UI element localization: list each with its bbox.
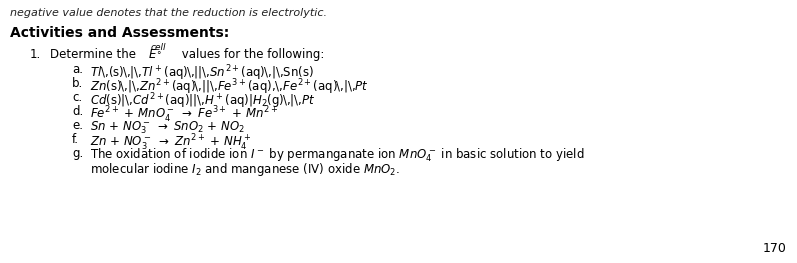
Text: f.: f. xyxy=(72,133,79,146)
Text: a.: a. xyxy=(72,63,83,76)
Text: d.: d. xyxy=(72,105,83,118)
Text: molecular iodine $I_2$ and manganese (IV) oxide $MnO_2$.: molecular iodine $I_2$ and manganese (IV… xyxy=(90,161,400,178)
Text: negative value denotes that the reduction is electrolytic.: negative value denotes that the reductio… xyxy=(10,8,327,18)
Text: 1.: 1. xyxy=(30,48,41,61)
Text: $Tl$\,(s)\,|\,$Tl^+$(aq)\,||\,$Sn^{2+}$(aq)\,|\,Sn(s): $Tl$\,(s)\,|\,$Tl^+$(aq)\,||\,$Sn^{2+}$(… xyxy=(90,63,314,83)
Text: values for the following:: values for the following: xyxy=(178,48,324,61)
Text: $Zn$ + $NO_3^-$ $\rightarrow$ $Zn^{2+}$ + $NH_4^+$: $Zn$ + $NO_3^-$ $\rightarrow$ $Zn^{2+}$ … xyxy=(90,133,251,153)
Text: $E$: $E$ xyxy=(148,48,157,61)
Text: 170: 170 xyxy=(763,242,787,255)
Text: g.: g. xyxy=(72,147,83,160)
Text: b.: b. xyxy=(72,77,83,90)
Text: $\degree$: $\degree$ xyxy=(156,49,162,58)
Text: The oxidation of iodide ion $I^-$ by permanganate ion $MnO_4^-$ in basic solutio: The oxidation of iodide ion $I^-$ by per… xyxy=(90,147,584,164)
Text: c.: c. xyxy=(72,91,82,104)
Text: e.: e. xyxy=(72,119,83,132)
Text: $Cd$(s)|\,$Cd^{2+}$(aq)||\,$H^+$(aq)|$H_2$(g)\,|\,$Pt$: $Cd$(s)|\,$Cd^{2+}$(aq)||\,$H^+$(aq)|$H_… xyxy=(90,91,316,111)
Text: Determine the: Determine the xyxy=(50,48,139,61)
Text: cell: cell xyxy=(151,43,167,52)
Text: $Sn$ + $NO_3^-$ $\rightarrow$ $SnO_2$ + $NO_2$: $Sn$ + $NO_3^-$ $\rightarrow$ $SnO_2$ + … xyxy=(90,119,245,135)
Text: $Zn$(s)\,|\,$Zn^{2+}$(aq)\,||\,$Fe^{3+}$(aq),\,$Fe^{2+}$(aq)\,|\,$Pt$: $Zn$(s)\,|\,$Zn^{2+}$(aq)\,||\,$Fe^{3+}$… xyxy=(90,77,369,97)
Text: Activities and Assessments:: Activities and Assessments: xyxy=(10,26,230,40)
Text: $Fe^{2+}$ + $MnO_4^-$ $\rightarrow$ $Fe^{3+}$ + $Mn^{2+}$: $Fe^{2+}$ + $MnO_4^-$ $\rightarrow$ $Fe^… xyxy=(90,105,278,125)
